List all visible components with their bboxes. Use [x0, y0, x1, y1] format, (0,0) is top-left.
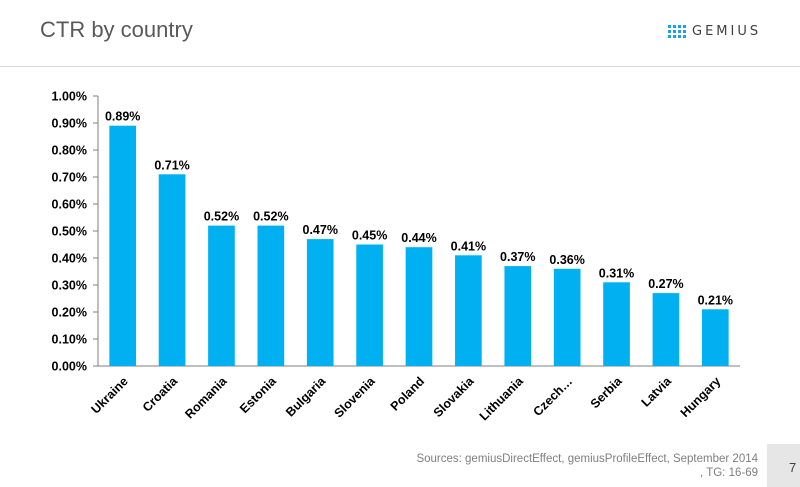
x-tick-label: Poland — [388, 374, 427, 413]
x-tick-label: Czech… — [530, 374, 575, 419]
x-tick-label: Croatia — [140, 373, 181, 414]
y-tick-label: 0.70% — [52, 171, 87, 185]
logo-text: GEMIUS — [692, 24, 762, 39]
y-tick-label: 1.00% — [52, 90, 87, 104]
bar — [109, 125, 137, 366]
data-labels: 0.89% 0.71% 0.52% 0.52% 0.47% 0.45% 0.44% 0.41%… — [105, 110, 733, 308]
bar — [504, 266, 532, 366]
x-tick-label: Latvia — [639, 373, 675, 409]
x-tick-label: Romania — [182, 373, 230, 421]
data-label: 0.36% — [549, 253, 584, 267]
x-tick-label: Ukraine — [88, 374, 130, 416]
data-label: 0.27% — [648, 277, 683, 291]
x-axis-ticks: Ukraine Croatia Romania Estonia Bulgaria Slov… — [88, 373, 723, 423]
y-tick-label: 0.40% — [52, 252, 87, 266]
data-label: 0.31% — [599, 266, 634, 280]
bar — [158, 174, 186, 366]
title-divider — [0, 66, 800, 67]
source-note: Sources: gemiusDirectEffect, gemiusProfi… — [338, 452, 758, 480]
bar — [405, 247, 433, 366]
bar — [306, 239, 334, 366]
y-tick-label: 0.50% — [52, 225, 87, 239]
source-line-2: , TG: 16-69 — [700, 467, 758, 479]
y-tick-label: 0.30% — [52, 279, 87, 293]
bar — [553, 268, 581, 366]
gemius-logo: GEMIUS — [668, 24, 761, 39]
data-label: 0.52% — [204, 210, 239, 224]
bar — [652, 293, 680, 366]
x-tick-label: Lithuania — [477, 373, 527, 423]
bar — [603, 282, 630, 366]
source-line-1: Sources: gemiusDirectEffect, gemiusProfi… — [416, 453, 758, 465]
data-label: 0.21% — [698, 293, 733, 307]
y-tick-label: 0.80% — [52, 144, 87, 158]
bar — [455, 255, 482, 366]
data-label: 0.47% — [303, 223, 338, 237]
data-label: 0.41% — [451, 239, 486, 253]
x-tick-label: Slovenia — [331, 373, 378, 420]
bar-chart: 0.00% 0.10% 0.20% 0.30% 0.40% 0.50% 0.60% 0.70%… — [52, 90, 740, 423]
bar — [208, 225, 235, 366]
data-label: 0.45% — [352, 229, 387, 243]
y-tick-label: 0.10% — [52, 333, 87, 347]
data-label: 0.71% — [154, 158, 189, 172]
y-tick-label: 0.20% — [52, 306, 87, 320]
bar — [701, 309, 729, 366]
y-tick-label: 0.00% — [52, 360, 87, 374]
y-tick-label: 0.90% — [52, 117, 87, 131]
bar — [356, 244, 383, 366]
bar — [257, 225, 285, 366]
y-axis-ticks: 0.00% 0.10% 0.20% 0.30% 0.40% 0.50% 0.60% 0.70%… — [52, 90, 98, 374]
logo-dots-icon — [668, 25, 686, 38]
data-label: 0.44% — [401, 231, 436, 245]
x-tick-label: Bulgaria — [283, 373, 329, 419]
x-tick-label: Hungary — [678, 374, 724, 420]
x-tick-label: Slovakia — [431, 373, 478, 420]
page-number: 7 — [789, 460, 797, 475]
page-number-box — [767, 444, 800, 487]
x-tick-label: Serbia — [588, 373, 626, 411]
x-tick-label: Estonia — [237, 373, 280, 416]
page-title: CTR by country — [40, 17, 193, 42]
chart-bars — [109, 125, 729, 366]
data-label: 0.52% — [253, 210, 288, 224]
y-tick-label: 0.60% — [52, 198, 87, 212]
data-label: 0.89% — [105, 110, 140, 124]
data-label: 0.37% — [500, 250, 535, 264]
